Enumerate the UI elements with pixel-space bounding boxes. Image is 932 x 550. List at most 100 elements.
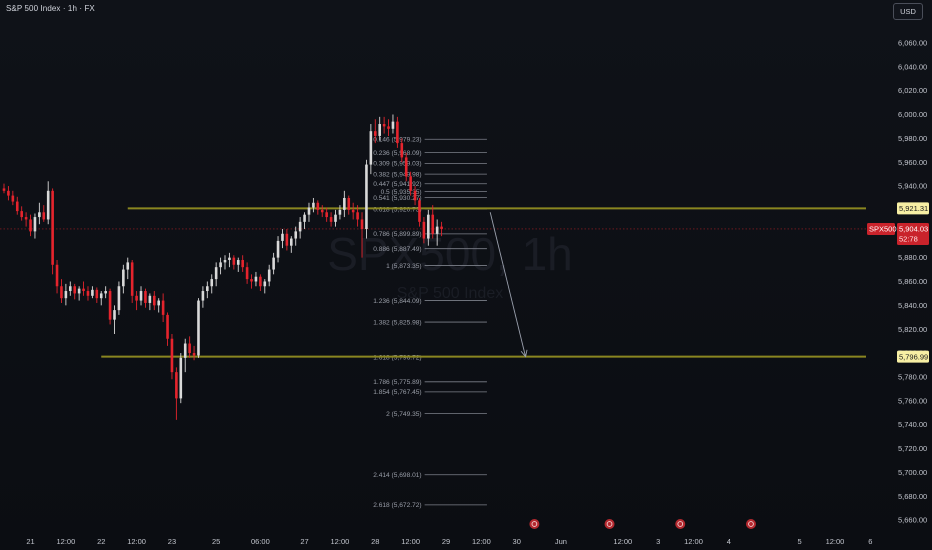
candle-body	[351, 209, 355, 213]
lower-level-tag	[897, 350, 929, 363]
candle-body	[396, 121, 399, 144]
candle-body	[148, 295, 152, 303]
fib-label: 1.618 (5,796.72)	[373, 354, 421, 361]
y-tick-label: 5,780.00	[898, 373, 927, 382]
projection-arrow[interactable]	[489, 212, 528, 358]
candle-body	[33, 217, 37, 232]
candle-body	[241, 260, 244, 268]
x-tick-label: 12:00	[127, 537, 146, 546]
y-tick-label: 6,000.00	[898, 110, 927, 119]
y-tick-label: 5,680.00	[898, 492, 927, 501]
fib-label: 1.236 (5,844.09)	[373, 298, 421, 305]
candle-body	[219, 262, 222, 268]
y-tick-label: 5,880.00	[898, 253, 927, 262]
y-tick-label: 5,820.00	[898, 325, 927, 334]
candle-body	[294, 231, 298, 239]
fib-label: 0.886 (5,887.49)	[373, 246, 421, 253]
price-axis[interactable]: 6,060.00 6,040.00 6,020.00 6,000.00 5,980.00…	[898, 38, 927, 524]
current-price-tag	[897, 222, 929, 245]
candle-body	[7, 190, 10, 196]
candle-body	[329, 217, 333, 222]
candle-body	[307, 207, 311, 215]
candle-body	[95, 289, 99, 299]
price-levels[interactable]	[0, 207, 866, 358]
candle-body	[320, 209, 324, 213]
candle-body	[214, 267, 218, 280]
candle-body	[170, 338, 174, 373]
event-marker	[604, 519, 615, 529]
fib-label: 1 (5,873.35)	[386, 263, 422, 270]
candle-body	[334, 214, 337, 222]
x-tick-label: 4	[727, 537, 731, 546]
candle-body	[201, 291, 205, 301]
symbol-tag-text: SPX500	[869, 225, 897, 234]
x-tick-label: 23	[168, 537, 176, 546]
fib-label: 0.5 (5,935.35)	[381, 189, 422, 196]
fib-label: 2 (5,749.35)	[386, 411, 422, 418]
current-price-text: 5,904.03	[899, 225, 928, 234]
candle-body	[245, 267, 249, 280]
candles	[2, 114, 443, 420]
candle-body	[427, 214, 430, 239]
candle-body	[254, 276, 258, 282]
candle-body	[435, 226, 439, 234]
candle-body	[236, 260, 240, 265]
candle-body	[290, 238, 293, 246]
fib-label: 0.541 (5,930.27)	[373, 195, 421, 202]
currency-button[interactable]: USD	[893, 3, 923, 20]
time-axis[interactable]: 21 12:00 22 12:00 23 25 06:00 27 12:00 28 12:00 29 1…	[26, 519, 872, 546]
candle-body	[175, 372, 178, 399]
candle-body	[192, 353, 196, 356]
candle-body	[126, 262, 130, 270]
candle-body	[259, 276, 262, 287]
event-marker	[745, 519, 756, 529]
fib-label: 0.236 (5,968.09)	[373, 150, 421, 157]
candle-body	[64, 291, 68, 299]
candle-body	[108, 291, 112, 320]
candle-body	[206, 286, 209, 292]
candle-body	[122, 269, 125, 287]
x-tick-label: 12:00	[472, 537, 491, 546]
x-tick-label: 06:00	[251, 537, 270, 546]
candle-body	[99, 293, 103, 299]
x-tick-label: 12:00	[826, 537, 845, 546]
candle-body	[139, 291, 143, 301]
candle-body	[400, 143, 404, 158]
candle-body	[365, 164, 368, 229]
event-marker	[529, 519, 540, 529]
fib-label: 1.786 (5,775.89)	[373, 379, 421, 386]
fib-label: 2.618 (5,672.72)	[373, 502, 421, 509]
candle-body	[29, 219, 32, 232]
fib-label: 0.447 (5,941.92)	[373, 181, 421, 188]
candle-body	[51, 190, 54, 265]
candle-body	[418, 200, 421, 222]
candle-body	[197, 300, 200, 356]
candle-body	[440, 226, 443, 229]
candle-body	[360, 219, 364, 229]
y-tick-label: 6,040.00	[898, 62, 927, 71]
candle-body	[409, 176, 412, 191]
y-tick-label: 5,700.00	[898, 468, 927, 477]
candle-body	[276, 240, 280, 258]
candle-body	[188, 343, 191, 354]
arrow-head	[520, 349, 528, 358]
x-tick-label: 5	[798, 537, 802, 546]
y-tick-label: 6,060.00	[898, 38, 927, 47]
x-tick-label: 28	[371, 537, 379, 546]
symbol-tag	[867, 222, 895, 235]
candle-body	[91, 289, 94, 296]
candle-body	[382, 124, 386, 127]
candle-body	[55, 264, 59, 287]
candle-body	[210, 279, 214, 287]
x-tick-label: 12:00	[56, 537, 75, 546]
fib-extension[interactable]: 0.146 (5,979.23)0.236 (5,968.09)0.309 (5…	[373, 137, 487, 510]
x-tick-label: 12:00	[401, 537, 420, 546]
event-marker-icon	[531, 521, 538, 527]
event-marker-icon	[748, 521, 754, 527]
candle-body	[113, 310, 116, 320]
candle-body	[267, 269, 271, 282]
candle-body	[373, 131, 377, 136]
